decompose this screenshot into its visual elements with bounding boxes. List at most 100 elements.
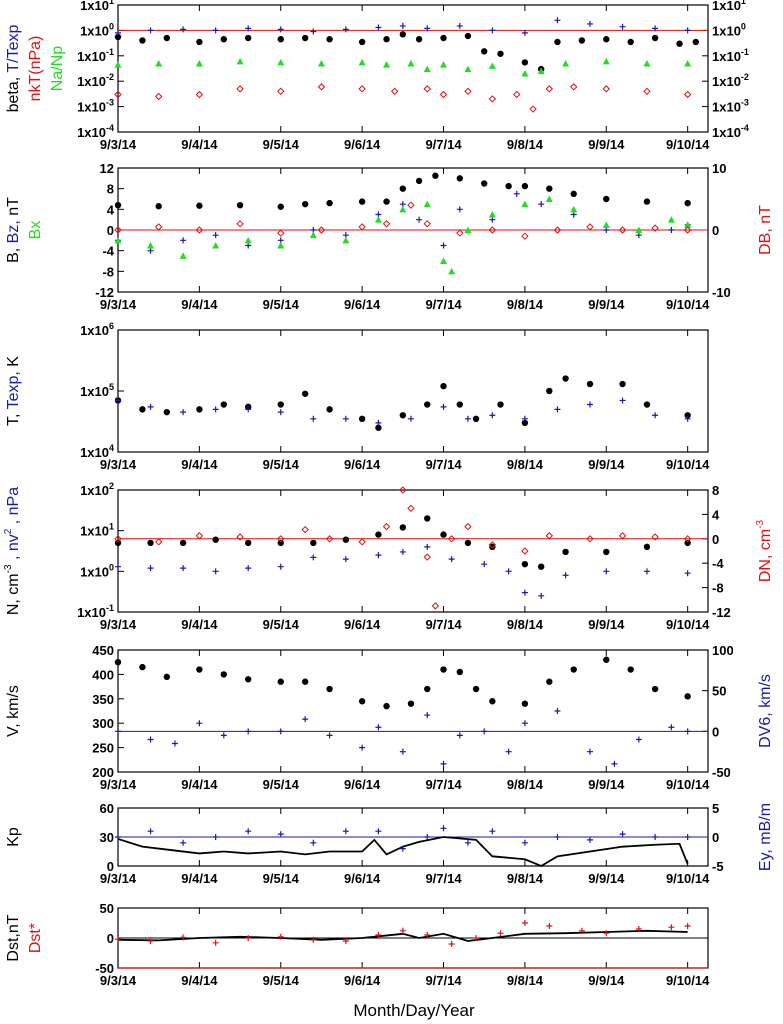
x-tick-label: 9/5/14: [263, 297, 300, 312]
data-point: [139, 406, 146, 413]
data-point: [147, 828, 154, 835]
data-point: [163, 673, 171, 681]
data-point: [554, 834, 561, 840]
data-point: [546, 678, 553, 685]
data-point: [179, 539, 187, 547]
data-point: [179, 252, 187, 259]
data-point: [114, 33, 122, 41]
data-point: [180, 26, 187, 33]
data-point: [114, 202, 122, 209]
data-point: [432, 172, 439, 179]
x-tick-label: 9/9/14: [588, 617, 625, 632]
data-point: [489, 543, 496, 551]
data-point: [277, 678, 284, 685]
panel-frame: [117, 329, 709, 453]
data-point: [521, 839, 528, 846]
series-3: [114, 57, 692, 77]
data-point: [431, 602, 440, 610]
data-point: [619, 23, 626, 30]
data-point: [245, 242, 252, 249]
data-point: [481, 728, 488, 735]
data-point: [587, 836, 593, 843]
data-point: [643, 87, 651, 96]
data-point: [611, 760, 618, 767]
data-point: [220, 671, 227, 678]
data-point: [114, 659, 122, 666]
x-tick-label: 9/7/14: [425, 457, 462, 472]
data-point: [521, 419, 529, 427]
y-tick-label: 1x102: [80, 481, 114, 498]
x-tick-label: 9/10/14: [666, 137, 710, 152]
data-point: [424, 685, 431, 693]
data-point: [424, 25, 431, 32]
data-point: [277, 87, 285, 96]
data-point: [399, 31, 407, 38]
y-tick-label: 0: [107, 859, 114, 874]
y-tick-label: 60: [100, 801, 114, 816]
series-2: [115, 920, 691, 947]
data-point: [488, 62, 496, 69]
data-point: [562, 572, 569, 579]
data-point: [684, 923, 691, 929]
x-axis-title: Month/Day/Year: [353, 1001, 475, 1020]
series-4: [114, 83, 692, 113]
x-tick-label: 9/8/14: [507, 617, 544, 632]
data-point: [115, 728, 121, 735]
x-tick-label: 9/8/14: [507, 137, 544, 152]
data-point: [382, 220, 391, 228]
data-point: [115, 29, 121, 36]
x-tick-label: 9/8/14: [507, 871, 544, 886]
data-point: [635, 226, 643, 233]
x-tick-label: 9/4/14: [181, 973, 218, 988]
data-point: [521, 920, 528, 926]
data-point: [236, 533, 244, 541]
data-point: [489, 698, 496, 705]
data-point: [570, 190, 577, 198]
x-tick-label: 9/6/14: [344, 871, 381, 886]
data-point: [521, 59, 529, 66]
data-point: [668, 924, 675, 931]
data-point: [546, 185, 553, 192]
data-point: [472, 415, 480, 423]
series-1: [114, 515, 691, 570]
data-point: [277, 242, 285, 249]
data-point: [538, 201, 545, 208]
x-tick-label: 9/4/14: [181, 297, 218, 312]
y-tick-label: 8: [107, 182, 114, 197]
data-point: [684, 834, 691, 840]
data-point: [147, 565, 154, 572]
data-point: [578, 927, 585, 934]
data-point: [342, 415, 349, 422]
y-axis-label: Kp: [5, 827, 22, 847]
data-point: [317, 226, 326, 234]
data-point: [473, 935, 480, 941]
data-point: [440, 403, 447, 410]
data-point: [423, 553, 431, 561]
data-point: [456, 229, 464, 237]
data-point: [115, 563, 121, 570]
data-point: [195, 532, 204, 540]
data-point: [489, 27, 496, 34]
data-point: [399, 524, 407, 531]
y-axis-label-2: Dst*: [27, 923, 44, 953]
data-point: [684, 415, 691, 422]
data-point: [374, 216, 382, 223]
y-tick-label: 1x10-2: [77, 72, 114, 89]
data-point: [505, 182, 512, 190]
data-point: [114, 236, 122, 244]
data-point: [464, 65, 472, 73]
data-point: [537, 67, 545, 75]
panel-7: 9/3/14 9/4/14 9/5/14 9/6/14 9/7/14 9/8/14 9/9/…: [5, 901, 710, 988]
y-tick-label-right: 0: [712, 223, 719, 238]
panel-2: 9/3/14 9/4/14 9/5/14 9/6/14 9/7/14 9/8/14 9/9/…: [5, 161, 774, 312]
data-point: [407, 700, 415, 707]
data-point: [447, 535, 456, 543]
data-point: [619, 831, 626, 838]
series-line: [117, 929, 688, 942]
data-point: [643, 401, 651, 408]
y-axis-label-right: DB, nT: [757, 205, 774, 255]
data-point: [643, 543, 651, 551]
data-point: [277, 58, 285, 66]
data-point: [114, 90, 122, 99]
x-tick-label: 9/4/14: [181, 457, 218, 472]
